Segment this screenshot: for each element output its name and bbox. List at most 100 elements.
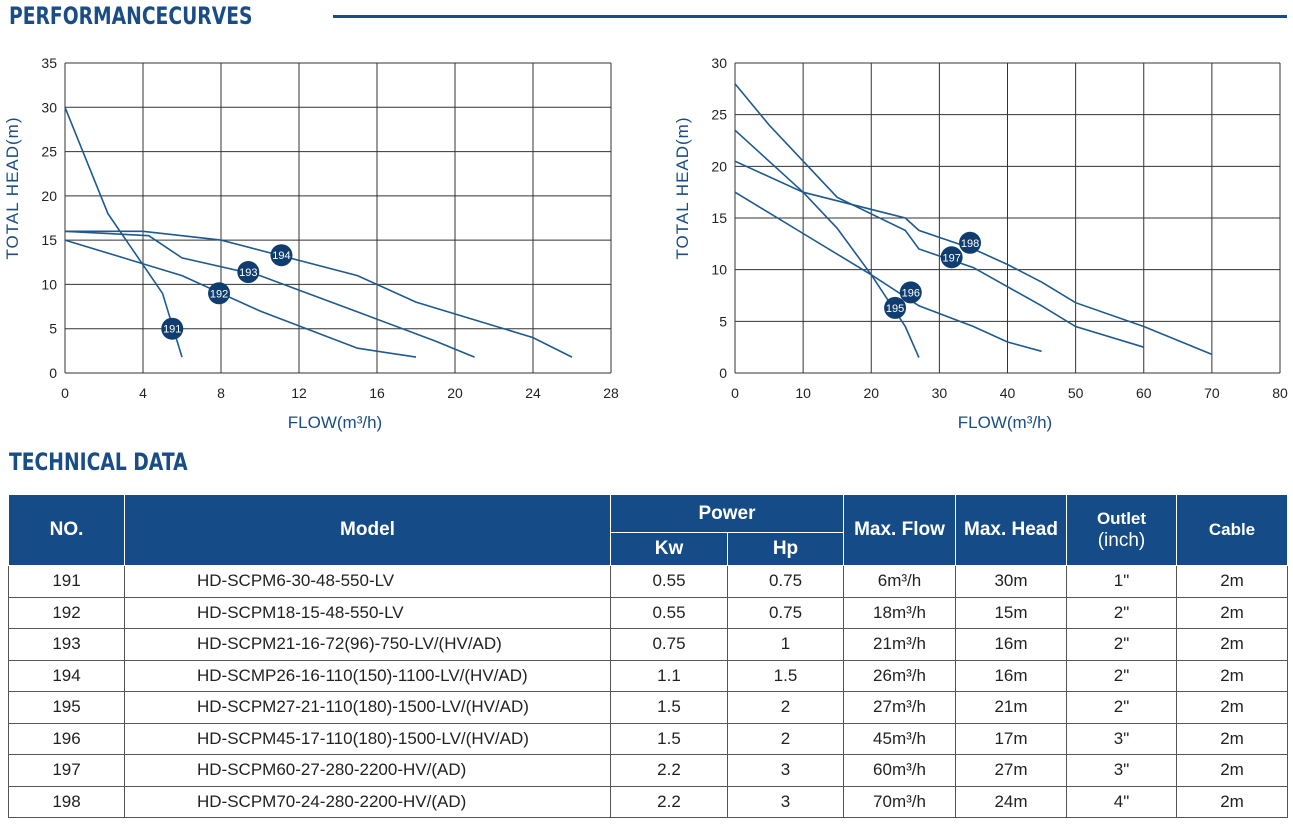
y-tick-label: 5 [49,321,57,337]
x-axis-label: FLOW(m³/h) [288,413,382,432]
cell-max-flow: 45m³/h [843,722,956,755]
x-axis-label: FLOW(m³/h) [958,413,1052,432]
x-tick-label: 10 [795,385,811,401]
header-max-flow: Max. Flow [843,494,956,566]
x-tick-label: 40 [1000,385,1016,401]
series-label-194: 194 [272,250,290,262]
series-line-194 [65,230,573,358]
x-tick-label: 30 [932,385,948,401]
chart-2: 0 10 20 30 40 50 60 70 80 0 5 10 15 20 25 30 FLOW(m³/h) T… [673,55,1288,432]
series-marker-193 [237,261,260,284]
cell-no: 197 [8,754,125,787]
y-tick-label: 0 [719,365,727,381]
x-tick-label: 0 [61,385,69,401]
chart-1: 0 4 8 12 16 20 24 28 0 5 10 15 20 25 30 35 FLOW(m³/h) TOT… [3,55,619,432]
x-tick-label: 8 [217,385,225,401]
cell-max-flow: 18m³/h [843,596,956,629]
header-outlet-unit: (inch) [1097,530,1146,551]
cell-kw: 1.5 [610,722,728,755]
x-tick-label: 20 [447,385,463,401]
cell-kw: 0.55 [610,565,728,598]
cell-outlet: 2" [1066,596,1177,629]
series-label-196: 196 [902,287,920,299]
series-marker-198 [959,231,982,254]
x-tick-label: 70 [1204,385,1220,401]
series-line-198 [734,160,1213,356]
cell-outlet: 4" [1066,785,1177,818]
series-line-197 [734,83,1145,348]
technical-data-table: NO. Model Power Max. Flow Max. Head Outl… [8,494,1288,818]
table-row: 195 HD-SCPM27-21-110(180)-1500-LV/(HV/AD)… [8,691,1288,724]
cell-no: 198 [8,785,125,818]
cell-max-flow: 6m³/h [843,565,956,598]
table-row: 197 HD-SCPM60-27-280-2200-HV/(AD) 2.2 3 60m³… [8,754,1288,787]
cell-cable: 2m [1176,628,1288,661]
cell-max-flow: 70m³/h [843,785,956,818]
cell-max-flow: 21m³/h [843,628,956,661]
x-tick-label: 24 [525,385,541,401]
cell-model: HD-SCMP26-16-110(150)-1100-LV/(HV/AD) [124,659,611,692]
title-rule [333,15,1287,18]
cell-max-flow: 27m³/h [843,691,956,724]
cell-model: HD-SCPM45-17-110(180)-1500-LV/(HV/AD) [124,722,611,755]
cell-max-head: 15m [955,596,1067,629]
series-label-195: 195 [886,303,904,315]
series-line-196 [734,191,1042,353]
cell-cable: 2m [1176,722,1288,755]
cell-hp: 3 [727,785,844,818]
cell-hp: 2 [727,722,844,755]
header-no: NO. [8,494,125,566]
cell-outlet: 3" [1066,754,1177,787]
cell-no: 195 [8,691,125,724]
x-tick-label: 20 [863,385,879,401]
y-tick-label: 15 [711,210,727,226]
cell-hp: 0.75 [727,565,844,598]
table-row: 193 HD-SCPM21-16-72(96)-750-LV/(HV/AD) 0.7… [8,628,1288,661]
cell-hp: 3 [727,754,844,787]
y-tick-label: 35 [41,55,57,71]
series-marker-192 [208,282,231,305]
cell-hp: 1 [727,628,844,661]
header-cable: Cable [1176,494,1288,566]
y-tick-label: 30 [41,99,57,115]
series-marker-197 [940,246,963,269]
x-tick-label: 12 [291,385,307,401]
cell-max-head: 27m [955,754,1067,787]
cell-kw: 2.2 [610,754,728,787]
header-outlet: Outlet (inch) [1066,494,1177,566]
cell-max-head: 16m [955,659,1067,692]
x-tick-label: 50 [1068,385,1084,401]
cell-no: 192 [8,596,125,629]
x-tick-label: 80 [1272,385,1288,401]
series-marker-194 [270,244,293,267]
series-label-197: 197 [942,252,960,264]
y-tick-label: 0 [49,365,57,381]
cell-cable: 2m [1176,754,1288,787]
cell-hp: 1.5 [727,659,844,692]
cell-hp: 0.75 [727,596,844,629]
series-marker-195 [884,296,907,319]
cell-max-head: 30m [955,565,1067,598]
table-row: 196 HD-SCPM45-17-110(180)-1500-LV/(HV/AD)… [8,722,1288,755]
cell-outlet: 2" [1066,659,1177,692]
x-tick-label: 28 [603,385,619,401]
cell-cable: 2m [1176,565,1288,598]
table-row: 192 HD-SCPM18-15-48-550-LV 0.55 0.75 18m³/h 1… [8,596,1288,629]
cell-no: 194 [8,659,125,692]
cell-max-head: 17m [955,722,1067,755]
x-tick-label: 16 [369,385,385,401]
series-line-193 [64,230,475,358]
cell-model: HD-SCPM21-16-72(96)-750-LV/(HV/AD) [124,628,611,661]
cell-model: HD-SCPM6-30-48-550-LV [124,565,611,598]
x-tick-label: 60 [1136,385,1152,401]
cell-max-flow: 26m³/h [843,659,956,692]
cell-max-flow: 60m³/h [843,754,956,787]
series-label-198: 198 [961,238,979,250]
cell-hp: 2 [727,691,844,724]
series-label-192: 192 [210,288,228,300]
cell-no: 196 [8,722,125,755]
series-line-192 [64,239,417,358]
y-tick-label: 25 [41,144,57,160]
performance-charts: 0 4 8 12 16 20 24 28 0 5 10 15 20 25 30 35 FLOW(m³/h) TOT… [3,55,1288,432]
performance-curves-title: PERFORMANCECURVES [9,2,253,30]
